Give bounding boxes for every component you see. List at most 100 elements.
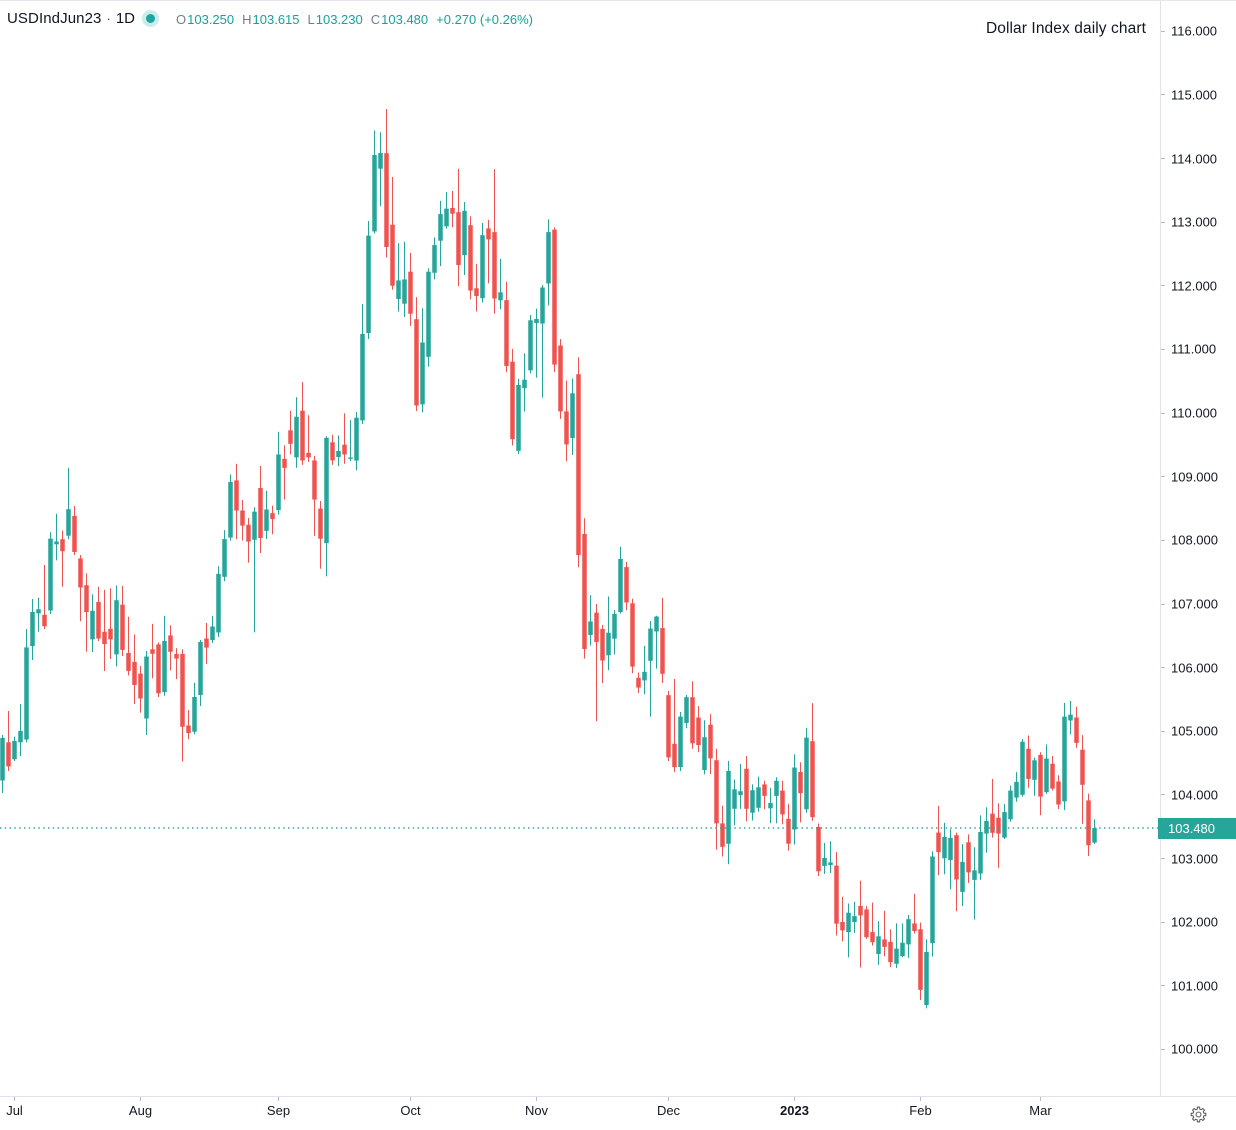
candle (846, 903, 851, 958)
candle (408, 252, 413, 326)
market-status-dot-icon[interactable] (146, 14, 155, 23)
candle (180, 649, 185, 762)
candle (108, 588, 113, 659)
price-tick-label: 113.000 (1171, 214, 1218, 230)
candle (804, 727, 809, 813)
high-letter: H (242, 12, 252, 27)
candle (810, 703, 815, 821)
time-tick-mark (14, 1097, 15, 1101)
candle (1044, 744, 1049, 794)
candle (84, 573, 89, 652)
price-tick-mark (1161, 348, 1165, 350)
candle (420, 308, 425, 413)
candle (444, 192, 449, 229)
candle (1074, 706, 1079, 748)
candle (138, 666, 143, 713)
candle (228, 474, 233, 541)
candle (996, 803, 1001, 868)
candle (528, 315, 533, 374)
price-tick-mark (1161, 730, 1165, 732)
price-tick-label: 109.000 (1171, 469, 1218, 485)
price-tick-label: 111.000 (1171, 341, 1217, 357)
candles-svg (0, 109, 1160, 1009)
candle (1020, 739, 1025, 797)
candle (30, 599, 35, 660)
symbol-legend[interactable]: USDIndJun23 · 1D (7, 9, 135, 28)
candle (1026, 735, 1031, 788)
candle (636, 672, 641, 693)
candle (474, 263, 479, 312)
last-price-label[interactable]: 103.480 (1158, 817, 1236, 839)
gear-icon[interactable] (1189, 1105, 1208, 1124)
candle (618, 546, 623, 614)
price-tick-label: 115.000 (1171, 87, 1218, 103)
time-tick-label: Nov (524, 1103, 549, 1118)
candle (324, 436, 329, 577)
candle (822, 843, 827, 874)
close-letter: C (370, 12, 381, 27)
candle (960, 844, 965, 906)
candle (12, 736, 17, 761)
timeframe-label[interactable]: 1D (115, 10, 136, 27)
candle (498, 258, 503, 310)
time-axis[interactable]: Jul Aug Sep Oct Nov Dec 2023 Feb Mar (0, 1096, 1236, 1130)
candle (558, 339, 563, 419)
candle (354, 412, 359, 471)
candle (852, 901, 857, 933)
price-tick-label: 114.000 (1171, 151, 1218, 167)
candle (396, 243, 401, 312)
price-tick-label: 101.000 (1171, 978, 1218, 994)
candle (306, 415, 311, 462)
candle (552, 227, 557, 373)
candle (1056, 775, 1061, 809)
candle (966, 834, 971, 883)
candle (630, 598, 635, 674)
candle (1086, 793, 1091, 856)
candle (54, 513, 59, 561)
candle (732, 779, 737, 826)
candle (192, 682, 197, 735)
candle (834, 852, 839, 936)
candle (936, 806, 941, 876)
candle (900, 923, 905, 958)
price-tick-mark (1161, 30, 1165, 32)
candle (912, 893, 917, 934)
candle (1092, 819, 1097, 844)
candle (780, 780, 785, 825)
time-tick-label: Mar (1029, 1103, 1052, 1118)
candle (690, 681, 695, 749)
chart-title: Dollar Index daily chart (985, 20, 1146, 37)
candle (360, 304, 365, 424)
candle (858, 880, 863, 968)
candle (516, 378, 521, 454)
candle (930, 851, 935, 957)
candle (666, 691, 671, 761)
candlestick-plot[interactable] (0, 1, 1160, 1096)
candle (96, 586, 101, 641)
candle (114, 585, 119, 667)
candle (426, 268, 431, 367)
candle (1050, 755, 1055, 791)
low-letter: L (307, 12, 315, 27)
candle (432, 237, 437, 280)
candle (714, 748, 719, 850)
time-tick-mark (278, 1097, 279, 1101)
candle (450, 191, 455, 228)
candle (6, 711, 11, 771)
candle (924, 939, 929, 1009)
price-axis[interactable]: 116.000 115.000 114.000 113.000 112.000 111.0… (1160, 1, 1236, 1096)
price-tick-mark (1161, 94, 1165, 96)
candle (480, 223, 485, 303)
candle (276, 431, 281, 515)
candle (390, 177, 395, 290)
candle (582, 518, 587, 659)
candle (312, 455, 317, 536)
high-value: 103.615 (252, 12, 300, 27)
symbol-name[interactable]: USDIndJun23 (7, 10, 102, 27)
price-tick-mark (1161, 476, 1165, 478)
price-tick-mark (1161, 539, 1165, 541)
price-tick-mark (1161, 221, 1165, 223)
candle (1062, 702, 1067, 811)
legend-bar: USDIndJun23 · 1D O 103.250 H 103.615 L 1… (0, 1, 1236, 37)
time-tick-mark (140, 1097, 141, 1101)
